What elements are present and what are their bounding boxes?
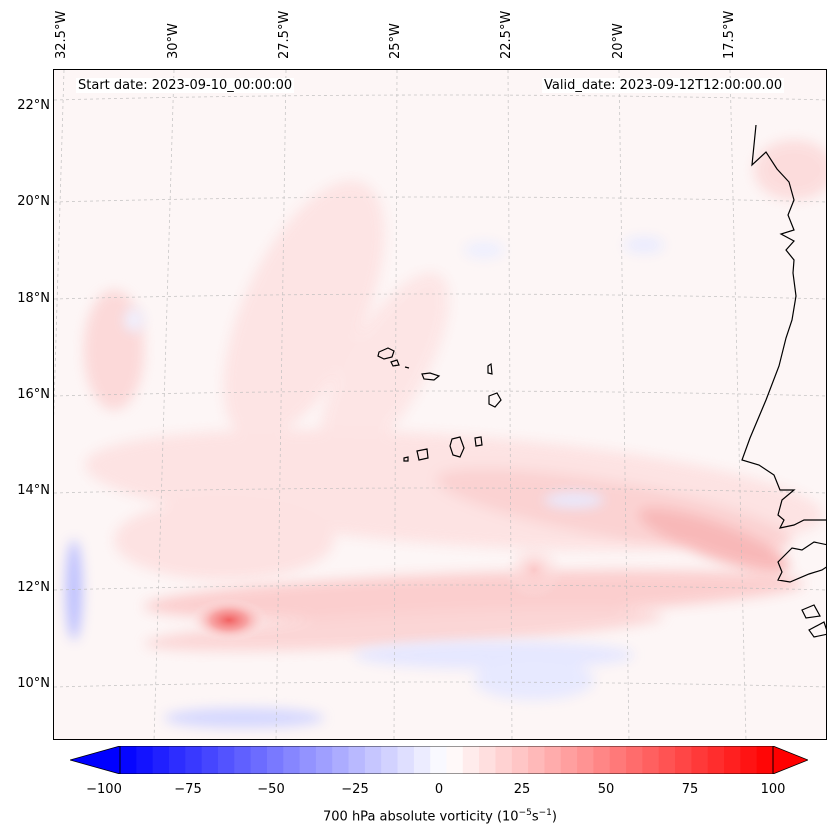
colorbar-tick-neg25: −25 — [341, 782, 369, 797]
colorbar-tick-50: 50 — [597, 782, 615, 797]
colorbar-tick-25: 25 — [513, 782, 531, 797]
lon-label-30w: 30°W — [166, 23, 181, 59]
colorbar-label: 700 hPa absolute vorticity (10−5s−1) — [323, 808, 557, 825]
cape-verde-islands — [377, 347, 502, 462]
colorbar-band — [381, 746, 399, 774]
colorbar-band — [528, 746, 545, 774]
colorbar-tick-neg50: −50 — [257, 782, 285, 797]
colorbar-band — [544, 746, 562, 774]
lat-label-16n: 16°N — [17, 387, 50, 402]
colorbar-band — [756, 746, 774, 774]
colorbar-band — [397, 746, 415, 774]
colorbar-band — [462, 746, 480, 774]
colorbar — [70, 746, 808, 774]
lat-label-22n: 22°N — [17, 98, 50, 113]
lon-label-20w: 20°W — [611, 23, 626, 59]
colorbar-band — [430, 746, 447, 774]
colorbar-band — [120, 746, 137, 774]
colorbar-band — [332, 746, 350, 774]
colorbar-band — [266, 746, 284, 774]
colorbar-band — [577, 746, 594, 774]
colorbar-band — [136, 746, 154, 774]
africa-coastline — [741, 124, 826, 583]
lat-label-14n: 14°N — [17, 483, 50, 498]
colorbar-tick-neg100: −100 — [86, 782, 122, 797]
colorbar-tick-neg75: −75 — [174, 782, 202, 797]
lon-label-22-5w: 22.5°W — [499, 10, 514, 59]
colorbar-band — [168, 746, 186, 774]
colorbar-band — [315, 746, 333, 774]
colorbar-band — [740, 746, 758, 774]
colorbar-band — [364, 746, 382, 774]
colorbar-band — [495, 746, 513, 774]
colorbar-tick-75: 75 — [681, 782, 699, 797]
lat-label-12n: 12°N — [17, 580, 50, 595]
colorbar-band — [348, 746, 366, 774]
lon-label-32-5w: 32.5°W — [54, 10, 69, 59]
colorbar-band — [626, 746, 643, 774]
colorbar-band — [479, 746, 496, 774]
colorbar-band — [691, 746, 709, 774]
colorbar-band — [250, 746, 268, 774]
lat-label-18n: 18°N — [17, 291, 50, 306]
map-panel[interactable] — [53, 69, 827, 740]
colorbar-band — [299, 746, 317, 774]
colorbar-band — [642, 746, 660, 774]
start-date-label: Start date: 2023-09-10_00:00:00 — [76, 78, 295, 93]
colorbar-band — [593, 746, 611, 774]
colorbar-band — [201, 746, 219, 774]
colorbar-band — [724, 746, 741, 774]
colorbar-band — [283, 746, 301, 774]
colorbar-band — [609, 746, 627, 774]
colorbar-band — [234, 746, 252, 774]
lon-label-17-5w: 17.5°W — [722, 10, 737, 59]
lat-label-10n: 10°N — [17, 676, 50, 691]
colorbar-band — [560, 746, 578, 774]
valid-date-label: Valid_date: 2023-09-12T12:00:00.00 — [542, 78, 785, 93]
colorbar-tick-0: 0 — [434, 782, 444, 797]
colorbar-band — [185, 746, 203, 774]
colorbar-band — [675, 746, 692, 774]
colorbar-band — [511, 746, 529, 774]
lon-label-27-5w: 27.5°W — [277, 10, 292, 59]
vorticity-field — [54, 70, 826, 739]
lon-label-25w: 25°W — [388, 23, 403, 59]
colorbar-band — [707, 746, 725, 774]
colorbar-band — [152, 746, 170, 774]
colorbar-band — [658, 746, 676, 774]
colorbar-band — [413, 746, 431, 774]
lat-label-20n: 20°N — [17, 194, 50, 209]
colorbar-band — [217, 746, 235, 774]
colorbar-tick-100: 100 — [760, 782, 786, 797]
colorbar-band — [446, 746, 464, 774]
